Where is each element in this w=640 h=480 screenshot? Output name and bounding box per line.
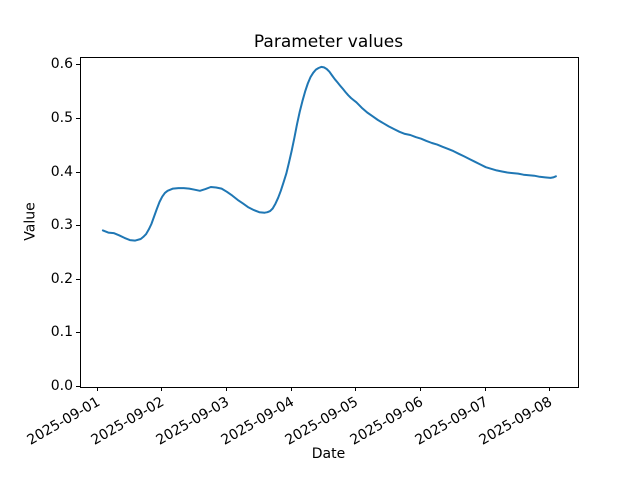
x-tick-mark bbox=[225, 387, 227, 391]
y-tick-mark bbox=[76, 64, 80, 66]
parameter-line-series bbox=[101, 65, 557, 242]
y-tick-label: 0.3 bbox=[50, 217, 73, 234]
y-tick-label: 0.6 bbox=[50, 56, 73, 73]
y-tick-mark bbox=[76, 386, 80, 387]
y-tick-label: 0.4 bbox=[50, 163, 73, 180]
y-tick-label: 0.0 bbox=[50, 378, 73, 394]
x-tick-mark bbox=[484, 387, 486, 391]
x-tick-mark bbox=[290, 387, 292, 391]
x-tick-mark bbox=[355, 387, 357, 391]
x-tick-mark bbox=[549, 387, 551, 391]
y-tick-mark bbox=[76, 117, 80, 119]
x-axis-label: Date bbox=[311, 446, 346, 462]
x-tick-mark bbox=[161, 387, 163, 391]
chart-title: Parameter values bbox=[253, 32, 404, 52]
y-tick-mark bbox=[76, 278, 80, 280]
y-tick-label: 0.1 bbox=[50, 324, 73, 341]
x-tick-mark bbox=[96, 387, 98, 391]
y-tick-label: 0.5 bbox=[50, 109, 73, 126]
y-tick-mark bbox=[76, 225, 80, 227]
plot-area bbox=[80, 57, 579, 388]
y-tick-mark bbox=[76, 171, 80, 173]
line-plot-canvas bbox=[101, 65, 557, 242]
y-tick-label: 0.2 bbox=[50, 270, 73, 287]
x-tick-mark bbox=[420, 387, 422, 391]
y-tick-mark bbox=[76, 332, 80, 334]
